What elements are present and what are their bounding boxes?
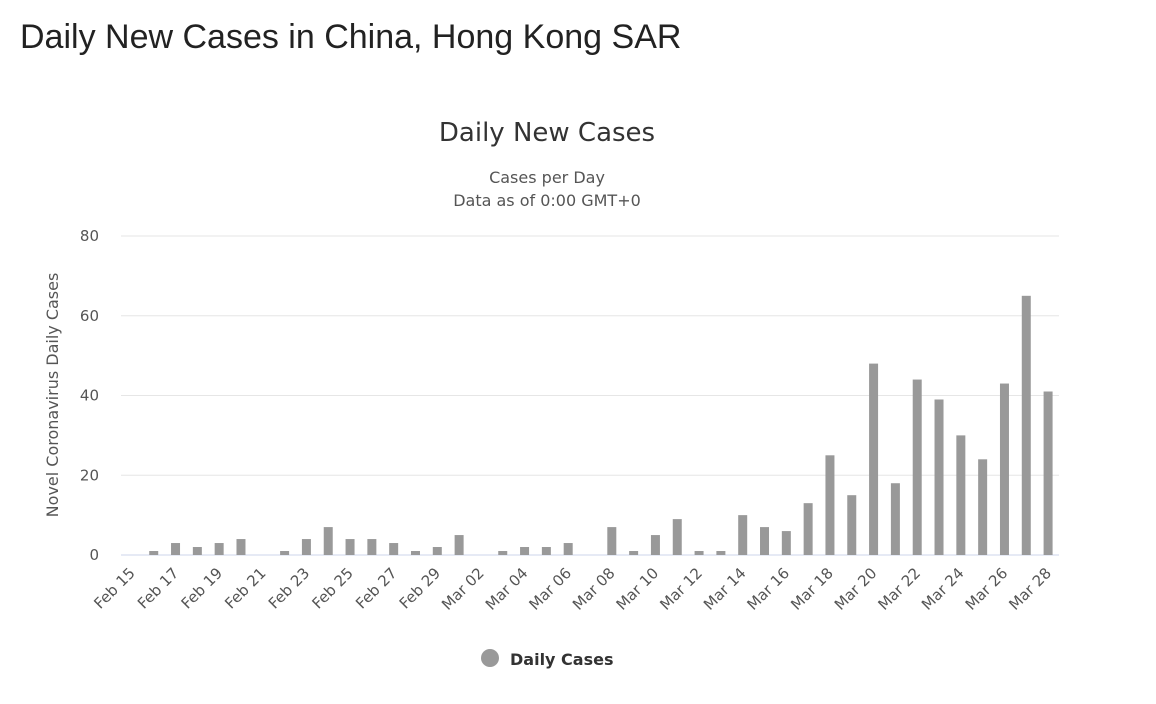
x-tick-label: Feb 15 [90, 564, 138, 612]
x-tick-label: Feb 29 [396, 564, 444, 612]
x-tick-label: Mar 14 [700, 564, 750, 614]
x-tick-label: Mar 20 [831, 564, 881, 614]
bar[interactable] [432, 547, 442, 555]
bar[interactable] [236, 539, 246, 555]
bar[interactable] [912, 379, 922, 555]
bar[interactable] [716, 551, 726, 555]
bar[interactable] [280, 551, 290, 555]
bar[interactable] [760, 527, 770, 555]
bar[interactable] [650, 535, 660, 555]
bar[interactable] [410, 551, 420, 555]
x-tick-label: Mar 12 [656, 564, 706, 614]
page-title: Daily New Cases in China, Hong Kong SAR [20, 18, 682, 56]
x-tick-label: Mar 18 [787, 564, 837, 614]
bar[interactable] [869, 363, 879, 555]
chart-subtitle-line-2: Data as of 0:00 GMT+0 [453, 191, 641, 210]
bar[interactable] [825, 455, 835, 555]
x-tick-label: Feb 21 [221, 564, 269, 612]
bar[interactable] [214, 543, 224, 555]
bar[interactable] [192, 547, 202, 555]
bar[interactable] [520, 547, 530, 555]
y-axis-ticks: 0 20 40 60 80 [80, 227, 99, 564]
x-tick-label: Mar 08 [569, 564, 619, 614]
x-tick-label: Mar 02 [438, 564, 488, 614]
bar[interactable] [978, 459, 988, 555]
y-tick-label: 0 [89, 546, 99, 564]
y-tick-label: 60 [80, 307, 99, 325]
bar[interactable] [367, 539, 377, 555]
bar[interactable] [803, 503, 813, 555]
bar[interactable] [781, 531, 791, 555]
x-tick-label: Mar 16 [744, 564, 794, 614]
y-tick-label: 20 [80, 466, 99, 484]
bar[interactable] [563, 543, 573, 555]
bar[interactable] [301, 539, 311, 555]
bar[interactable] [171, 543, 181, 555]
bar[interactable] [607, 527, 617, 555]
bar[interactable] [454, 535, 464, 555]
x-tick-label: Feb 25 [308, 564, 356, 612]
bar[interactable] [738, 515, 748, 556]
x-tick-label: Feb 27 [352, 564, 400, 612]
bar[interactable] [629, 551, 639, 555]
bar[interactable] [999, 383, 1009, 555]
x-tick-label: Feb 23 [265, 564, 313, 612]
x-tick-label: Mar 04 [482, 564, 532, 614]
gridlines [121, 235, 1059, 556]
chart-title: Daily New Cases [439, 118, 655, 148]
bar[interactable] [498, 551, 508, 555]
x-tick-label: Mar 24 [918, 564, 968, 614]
x-tick-label: Feb 17 [134, 564, 182, 612]
bar[interactable] [149, 551, 159, 555]
bar[interactable] [847, 495, 857, 555]
x-tick-label: Mar 22 [874, 564, 924, 614]
bar[interactable] [389, 543, 399, 555]
bar[interactable] [541, 547, 551, 555]
bar[interactable] [956, 435, 966, 556]
bars [149, 295, 1053, 556]
bar[interactable] [672, 519, 682, 555]
bar[interactable] [694, 551, 704, 555]
bar[interactable] [345, 539, 355, 555]
bar[interactable] [934, 399, 944, 555]
legend-label[interactable]: Daily Cases [510, 650, 613, 669]
x-tick-label: Feb 19 [178, 564, 226, 612]
y-tick-label: 80 [80, 227, 99, 245]
y-tick-label: 40 [80, 387, 99, 405]
bar[interactable] [1021, 295, 1031, 555]
x-tick-label: Mar 26 [962, 564, 1012, 614]
chart-subtitle-line-1: Cases per Day [489, 168, 605, 187]
x-tick-label: Mar 10 [613, 564, 663, 614]
bar[interactable] [323, 527, 333, 555]
y-axis-title: Novel Coronavirus Daily Cases [43, 273, 62, 518]
bar[interactable] [890, 483, 900, 555]
bar[interactable] [1043, 391, 1053, 555]
legend-marker [481, 649, 499, 667]
x-tick-label: Mar 06 [525, 564, 575, 614]
legend[interactable]: Daily Cases [481, 649, 613, 669]
x-tick-label: Mar 28 [1005, 564, 1055, 614]
